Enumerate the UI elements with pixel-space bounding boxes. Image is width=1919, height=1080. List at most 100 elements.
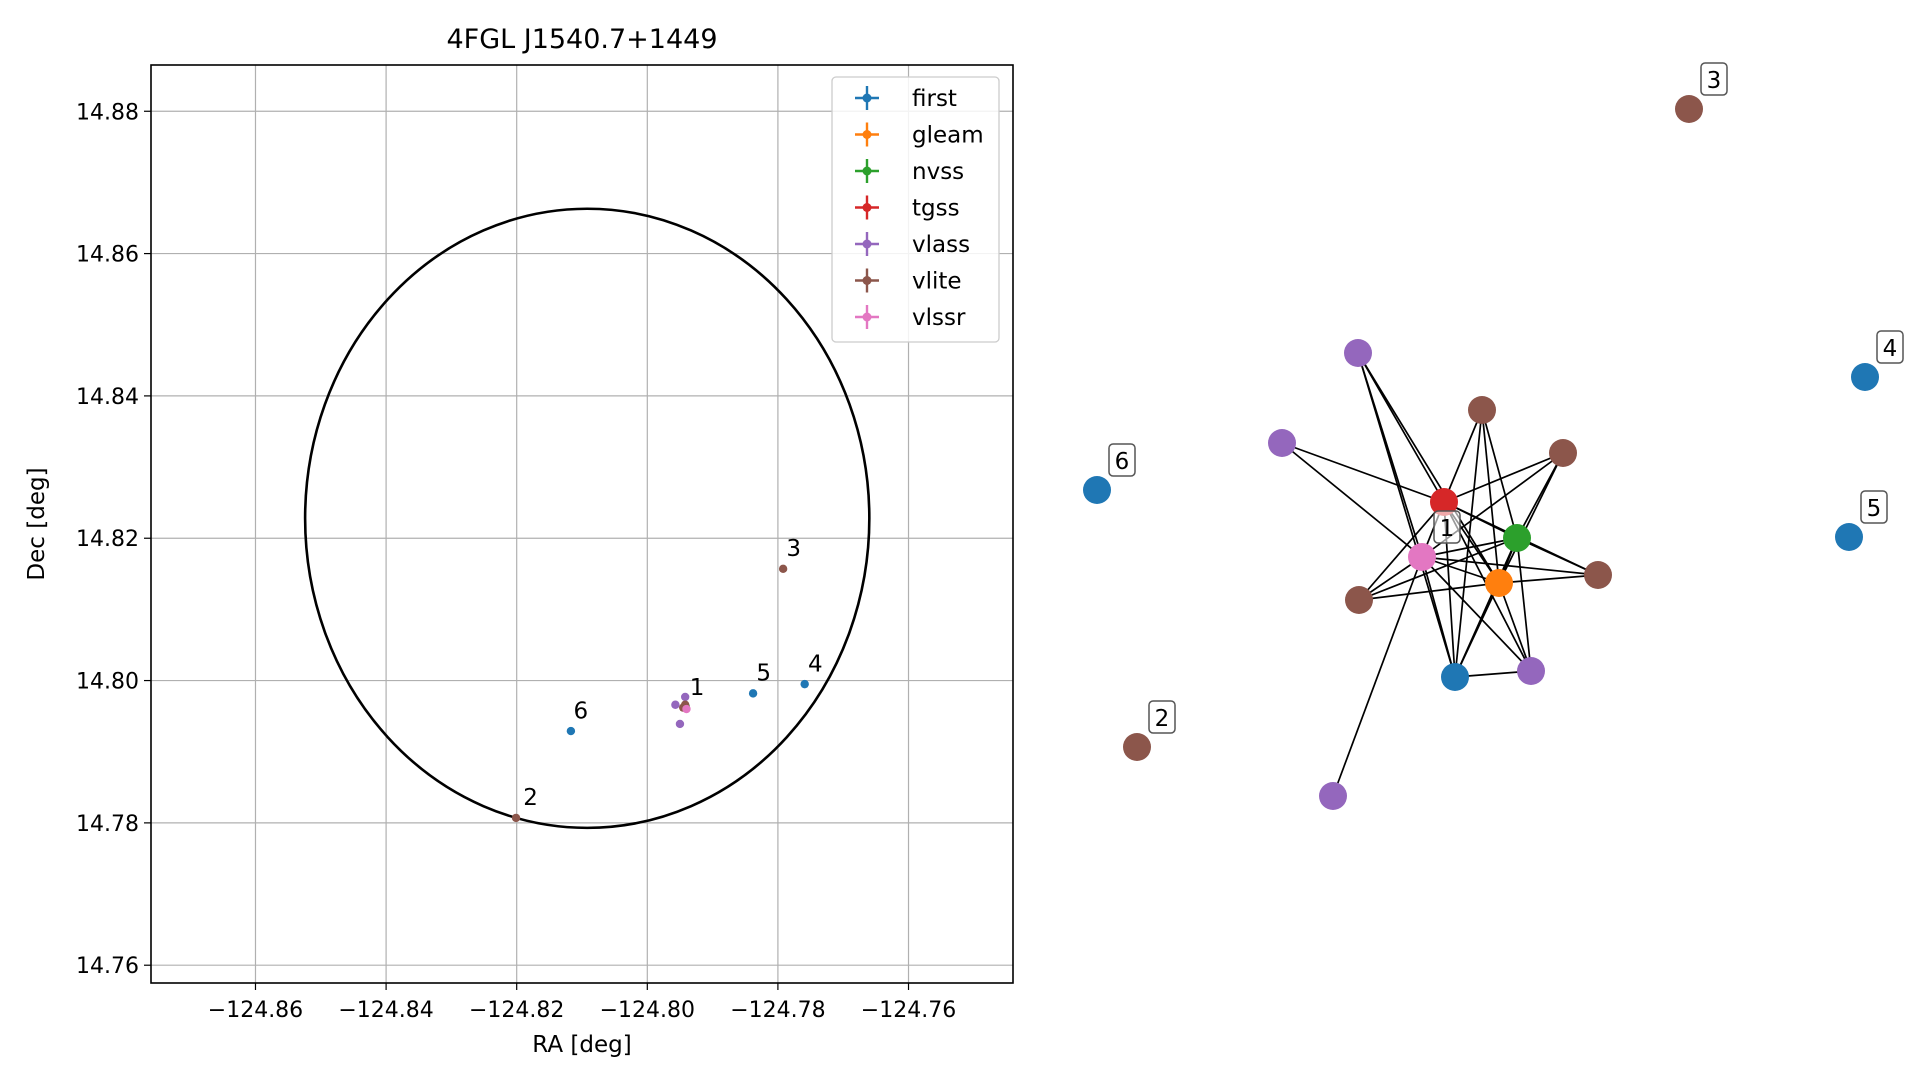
graph-node [1503, 524, 1531, 552]
graph-node [1441, 663, 1469, 691]
graph-edge [1358, 501, 1445, 601]
graph-edge [1281, 442, 1423, 558]
legend-marker [862, 312, 872, 322]
graph-node [1408, 543, 1436, 571]
source-annotation: 5 [756, 661, 771, 687]
legend-marker [862, 239, 872, 249]
x-tick-label: −124.76 [861, 998, 956, 1023]
graph-node [1430, 488, 1458, 516]
node-label-box [1700, 62, 1728, 96]
y-tick-label: 14.88 [76, 100, 139, 125]
graph-node [1468, 396, 1496, 424]
legend-label-first: first [912, 86, 957, 112]
graph-edge [1332, 556, 1423, 797]
source-annotation: 3 [786, 536, 801, 562]
chart-title: 4FGL J1540.7+1449 [446, 24, 717, 55]
legend-label-nvss: nvss [912, 159, 964, 185]
graph-edge [1421, 556, 1599, 576]
data-point-first [748, 689, 758, 698]
graph-node [1851, 363, 1879, 391]
legend-label-gleam: gleam [912, 123, 984, 149]
node-label: 5 [1867, 496, 1882, 522]
source-annotation: 1 [690, 675, 705, 701]
graph-edge [1516, 537, 1532, 672]
y-tick-label: 14.86 [76, 243, 139, 268]
y-tick-label: 14.84 [76, 385, 139, 410]
graph-edge [1357, 352, 1500, 584]
graph-edge [1357, 352, 1456, 678]
y-tick-label: 14.76 [76, 954, 139, 979]
graph-edge [1498, 574, 1599, 584]
node-label: 4 [1883, 336, 1898, 362]
node-label-box [1108, 443, 1136, 477]
graph-edge [1516, 537, 1599, 576]
graph-edge [1481, 409, 1518, 539]
graph-edge [1443, 409, 1483, 503]
graph-node [1268, 429, 1296, 457]
graph-node [1083, 476, 1111, 504]
data-point-vlssr [682, 704, 691, 714]
data-point-first [800, 679, 809, 689]
node-label: 3 [1707, 68, 1722, 94]
data-point-vlass [675, 719, 685, 729]
graph-node [1485, 569, 1513, 597]
legend-marker [862, 276, 872, 285]
graph-edge [1498, 582, 1532, 672]
legend-label-vlssr: vlssr [912, 305, 966, 331]
graph-node [1123, 733, 1151, 761]
data-point-vlite [778, 564, 788, 574]
graph-node [1344, 339, 1372, 367]
node-label-box [1148, 700, 1176, 734]
y-axis-label: Dec [deg] [24, 467, 50, 580]
graph-node [1584, 561, 1612, 589]
graph-node [1319, 782, 1347, 810]
legend-label-tgss: tgss [912, 196, 960, 222]
crossmatch-network-graph: 4 5 6 1 2 3 [1083, 62, 1904, 810]
node-label-box [1860, 490, 1888, 524]
x-tick-label: −124.80 [600, 998, 695, 1023]
graph-edge [1421, 537, 1518, 558]
graph-edge [1454, 409, 1483, 678]
node-label: 6 [1115, 449, 1130, 475]
graph-node [1835, 523, 1863, 551]
legend-box [831, 76, 1000, 343]
node-label-box [1433, 510, 1461, 544]
x-tick-label: −124.86 [208, 998, 303, 1023]
graph-node [1345, 586, 1373, 614]
x-tick-label: −124.82 [469, 998, 564, 1023]
x-tick-label: −124.78 [730, 998, 825, 1023]
legend-label-vlite: vlite [912, 269, 962, 295]
y-tick-label: 14.80 [76, 670, 139, 695]
source-annotation: 6 [574, 698, 589, 724]
x-axis-label: RA [deg] [532, 1032, 631, 1058]
legend: first gleam nvss tgss vlass vlite vlssr [831, 76, 1000, 343]
graph-edge [1454, 582, 1500, 678]
y-tick-label: 14.82 [76, 527, 139, 552]
graph-edge [1481, 409, 1500, 584]
legend-label-vlass: vlass [912, 232, 970, 258]
legend-marker [862, 166, 872, 176]
axes-frame [150, 64, 1014, 984]
sky-map-plot: −124.86 −124.84 −124.82 −124.80 −124.78 −124.… [24, 24, 1014, 1058]
graph-edge [1281, 442, 1445, 503]
data-point-first [566, 726, 576, 736]
source-annotation: 4 [808, 651, 823, 677]
legend-marker [862, 203, 872, 212]
graph-node [1517, 657, 1545, 685]
data-point-vlass [671, 700, 680, 709]
source-annotation: 2 [523, 785, 538, 811]
graph-edge [1498, 452, 1564, 584]
graph-edge [1358, 537, 1518, 601]
graph-edge [1443, 452, 1564, 503]
data-point-vlass [680, 692, 690, 702]
localization-ellipse [303, 207, 871, 830]
graph-edge [1421, 556, 1532, 672]
node-label: 1 [1440, 516, 1455, 542]
x-tick-label: −124.84 [338, 998, 433, 1023]
node-label: 2 [1155, 706, 1170, 732]
y-tick-label: 14.78 [76, 812, 139, 837]
legend-marker [862, 93, 872, 103]
graph-node [1675, 95, 1703, 123]
graph-node [1549, 439, 1577, 467]
